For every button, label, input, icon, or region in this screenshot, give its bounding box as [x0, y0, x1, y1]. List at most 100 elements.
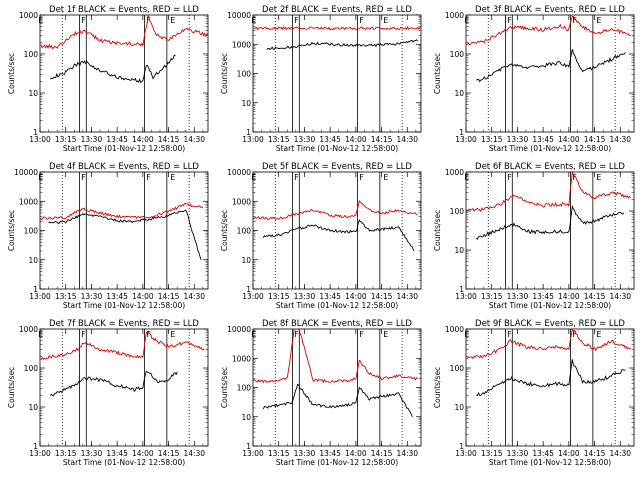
marker-label: E [38, 173, 43, 182]
x-tick-label: 14:15 [371, 292, 393, 301]
lld-series-line [465, 16, 631, 46]
marker-label: E [38, 16, 43, 25]
x-tick-label: 13:00 [242, 449, 264, 458]
x-tick-label: 14:15 [158, 292, 180, 301]
events-series-line [266, 39, 418, 51]
x-axis-title: Start Time (01-Nov-12 12:58:00) [276, 144, 398, 153]
lld-series-line [39, 14, 209, 50]
x-tick-label: 13:45 [319, 292, 341, 301]
chart-title: Det 4f BLACK = Events, RED = LLD [49, 162, 199, 172]
events-series-line [475, 204, 625, 241]
plot-frame [39, 14, 209, 133]
chart-title: Det 1f BLACK = Events, RED = LLD [49, 5, 199, 15]
y-tick-label: 10 [28, 403, 38, 412]
y-axis-title: Counts/sec [7, 53, 16, 94]
marker-label: E [464, 173, 469, 182]
y-tick-label: 100 [237, 227, 252, 236]
plot-frame [252, 328, 422, 447]
x-axis-title: Start Time (01-Nov-12 12:58:00) [276, 301, 398, 310]
lld-series-line [39, 331, 205, 360]
events-series-line [49, 370, 178, 397]
x-tick-label: 14:30 [396, 449, 418, 458]
marker-label: F [572, 173, 577, 182]
y-tick-label: 10 [241, 256, 251, 265]
y-axis-title: Counts/sec [7, 367, 16, 408]
y-axis-title: Counts/sec [433, 210, 442, 251]
x-tick-label: 13:00 [29, 449, 51, 458]
y-tick-label: 1000 [232, 354, 251, 363]
y-tick-label: 10 [28, 256, 38, 265]
plot-frame [465, 14, 635, 133]
marker-label: F [359, 16, 364, 25]
y-tick-label: 1 [246, 285, 251, 294]
y-axis-title: Counts/sec [433, 53, 442, 94]
x-tick-label: 13:15 [481, 135, 503, 144]
x-tick-label: 13:45 [532, 449, 554, 458]
chart-title: Det 9f BLACK = Events, RED = LLD [475, 319, 625, 329]
chart-panel-3: Det 3f BLACK = Events, RED = LLD 1 10 100 10… [433, 5, 635, 153]
x-tick-label: 13:30 [81, 135, 103, 144]
events-series-line [476, 359, 626, 397]
y-tick-label: 1000 [445, 168, 464, 177]
x-tick-label: 14:30 [396, 292, 418, 301]
chart-panel-8: Det 8f BLACK = Events, RED = LLD 1 10 100 10… [220, 319, 422, 467]
y-tick-label: 1000 [19, 197, 38, 206]
marker-label: E [170, 16, 175, 25]
x-tick-label: 14:30 [183, 292, 205, 301]
chart-title: Det 6f BLACK = Events, RED = LLD [475, 162, 625, 172]
x-tick-label: 14:00 [132, 135, 154, 144]
marker-label: E [170, 173, 175, 182]
x-tick-label: 14:00 [132, 292, 154, 301]
lld-series-line [252, 328, 418, 384]
x-tick-label: 14:00 [558, 135, 580, 144]
marker-label: E [251, 330, 256, 339]
y-tick-label: 10 [241, 99, 251, 108]
chart-title: Det 8f BLACK = Events, RED = LLD [262, 319, 412, 329]
marker-label: F [146, 16, 151, 25]
marker-label: E [383, 330, 388, 339]
y-tick-label: 100 [237, 384, 252, 393]
x-tick-label: 14:30 [609, 292, 631, 301]
chart-panel-9: Det 9f BLACK = Events, RED = LLD 1 10 100 10… [433, 319, 635, 467]
x-tick-label: 13:15 [268, 292, 290, 301]
plot-frame [252, 171, 422, 290]
chart-panel-1: Det 1f BLACK = Events, RED = LLD 1 10 100 10… [7, 5, 209, 153]
chart-title: Det 5f BLACK = Events, RED = LLD [262, 162, 412, 172]
x-tick-label: 13:30 [507, 449, 529, 458]
y-tick-label: 100 [24, 50, 39, 59]
chart-title: Det 3f BLACK = Events, RED = LLD [475, 5, 625, 15]
chart-panel-7: Det 7f BLACK = Events, RED = LLD 1 10 100 10… [7, 319, 209, 467]
marker-label: F [81, 173, 86, 182]
x-tick-label: 14:15 [584, 292, 606, 301]
y-tick-label: 100 [450, 207, 465, 216]
y-tick-label: 1 [459, 285, 464, 294]
x-tick-label: 13:45 [532, 292, 554, 301]
y-tick-label: 10 [454, 403, 464, 412]
y-axis-title: Counts/sec [220, 53, 229, 94]
x-tick-label: 14:00 [132, 449, 154, 458]
x-tick-label: 14:30 [183, 135, 205, 144]
x-tick-label: 14:00 [558, 292, 580, 301]
y-tick-label: 10000 [227, 325, 251, 334]
x-tick-label: 13:00 [242, 135, 264, 144]
marker-label: F [294, 330, 299, 339]
x-axis-title: Start Time (01-Nov-12 12:58:00) [276, 458, 398, 467]
marker-label: E [464, 16, 469, 25]
x-tick-label: 14:00 [345, 292, 367, 301]
marker-label: E [170, 330, 175, 339]
chart-panel-2: Det 2f BLACK = Events, RED = LLD 1 10 100 10… [220, 5, 422, 153]
lld-series-line [465, 170, 631, 213]
plot-frame [465, 328, 635, 447]
x-tick-label: 13:15 [481, 449, 503, 458]
marker-label: F [507, 330, 512, 339]
x-tick-label: 14:00 [345, 135, 367, 144]
x-tick-label: 13:45 [106, 449, 128, 458]
y-axis-title: Counts/sec [433, 367, 442, 408]
marker-label: E [464, 330, 469, 339]
y-tick-label: 1 [33, 128, 38, 137]
x-tick-label: 13:30 [507, 135, 529, 144]
events-series-line [48, 209, 202, 260]
lld-series-line [465, 328, 631, 360]
x-tick-label: 13:45 [319, 449, 341, 458]
x-tick-label: 13:15 [55, 292, 77, 301]
